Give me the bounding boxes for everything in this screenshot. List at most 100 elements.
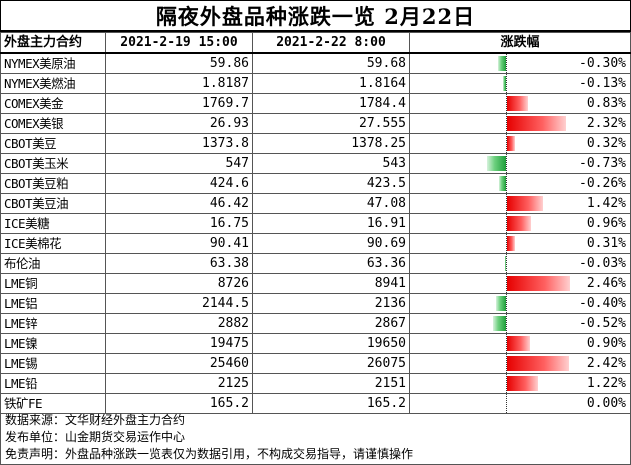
- change-bar-up: [507, 356, 569, 371]
- row-name: LME铅: [0, 373, 106, 394]
- quote-table-body: 外盘主力合约 2021-2-19 15:00 2021-2-22 8:00 涨跌…: [0, 32, 631, 414]
- row-value-date1: 90.41: [105, 233, 253, 254]
- zero-axis-line: [506, 394, 507, 413]
- row-change-cell: 0.90%: [409, 333, 631, 354]
- row-change-cell: 1.42%: [409, 193, 631, 214]
- row-value-date2: 47.08: [252, 193, 410, 214]
- row-value-date2: 8941: [252, 273, 410, 294]
- row-value-date1: 547: [105, 153, 253, 174]
- row-value-date1: 165.2: [105, 393, 253, 414]
- row-name: LME镍: [0, 333, 106, 354]
- change-bar-up: [507, 376, 538, 391]
- row-change-cell: 2.46%: [409, 273, 631, 294]
- change-bar-up: [507, 216, 531, 231]
- table-row: LME铝 2144.5 2136 -0.40%: [0, 293, 631, 314]
- row-value-date2: 63.36: [252, 253, 410, 274]
- row-name: LME锌: [0, 313, 106, 334]
- row-change-cell: -0.03%: [409, 253, 631, 274]
- change-bar-up: [507, 236, 515, 251]
- row-change-cell: 0.00%: [409, 393, 631, 414]
- zero-axis-line: [506, 314, 507, 333]
- table-row: ICE美糖 16.75 16.91 0.96%: [0, 213, 631, 234]
- note-line: 发布单位：山金期货交易运作中心: [5, 430, 186, 444]
- note-line: 免责声明：外盘品种涨跌一览表仅为数据引用，不构成交易指导，请谨慎操作: [5, 447, 414, 461]
- row-change-cell: 0.83%: [409, 93, 631, 114]
- row-change-text: 0.00%: [586, 396, 626, 411]
- row-value-date2: 2151: [252, 373, 410, 394]
- zero-axis-line: [506, 254, 507, 273]
- row-value-date1: 26.93: [105, 113, 253, 134]
- row-change-cell: -0.73%: [409, 153, 631, 174]
- row-value-date2: 1.8164: [252, 73, 410, 94]
- table-row: CBOT美豆油 46.42 47.08 1.42%: [0, 193, 631, 214]
- row-value-date2: 26075: [252, 353, 410, 374]
- change-bar-up: [507, 136, 515, 151]
- zero-axis-line: [506, 214, 507, 233]
- notes-panel: 数据来源：文华财经外盘主力合约 发布单位：山金期货交易运作中心 免责声明：外盘品种涨…: [0, 410, 631, 465]
- row-value-date1: 2144.5: [105, 293, 253, 314]
- row-value-date2: 2136: [252, 293, 410, 314]
- row-change-text: 0.83%: [586, 96, 626, 111]
- row-change-text: -0.03%: [579, 256, 626, 271]
- zero-axis-line: [506, 294, 507, 313]
- change-bar-up: [507, 336, 530, 351]
- row-value-date1: 19475: [105, 333, 253, 354]
- row-change-text: 1.22%: [586, 376, 626, 391]
- sheet-title: 隔夜外盘品种涨跌一览 2月22日: [0, 0, 631, 32]
- row-name: LME铜: [0, 273, 106, 294]
- row-value-date1: 1769.7: [105, 93, 253, 114]
- row-value-date2: 19650: [252, 333, 410, 354]
- row-name: LME铝: [0, 293, 106, 314]
- change-bar-down: [496, 296, 506, 311]
- row-change-text: -0.40%: [579, 296, 626, 311]
- row-name: NYMEX美燃油: [0, 73, 106, 94]
- table-row: ICE美棉花 90.41 90.69 0.31%: [0, 233, 631, 254]
- row-value-date1: 2125: [105, 373, 253, 394]
- table-row: LME铅 2125 2151 1.22%: [0, 373, 631, 394]
- row-change-text: -0.13%: [579, 76, 626, 91]
- change-bar-down: [493, 316, 506, 331]
- row-change-text: 1.42%: [586, 196, 626, 211]
- zero-axis-line: [506, 174, 507, 193]
- header-row: 外盘主力合约 2021-2-19 15:00 2021-2-22 8:00 涨跌…: [0, 32, 631, 54]
- row-change-text: 0.31%: [586, 236, 626, 251]
- zero-axis-line: [506, 114, 507, 133]
- row-change-cell: -0.26%: [409, 173, 631, 194]
- row-change-text: -0.73%: [579, 156, 626, 171]
- row-value-date1: 25460: [105, 353, 253, 374]
- header-change: 涨跌幅: [409, 32, 631, 54]
- row-value-date1: 1.8187: [105, 73, 253, 94]
- row-value-date1: 16.75: [105, 213, 253, 234]
- row-change-cell: -0.30%: [409, 52, 631, 74]
- table-row: LME锌 2882 2867 -0.52%: [0, 313, 631, 334]
- zero-axis-line: [506, 74, 507, 93]
- change-bar-down: [499, 176, 506, 191]
- row-value-date1: 424.6: [105, 173, 253, 194]
- row-change-text: 0.90%: [586, 336, 626, 351]
- header-date2: 2021-2-22 8:00: [252, 32, 410, 54]
- row-change-text: 2.32%: [586, 116, 626, 131]
- row-name: CBOT美豆油: [0, 193, 106, 214]
- row-change-cell: 1.22%: [409, 373, 631, 394]
- change-bar-up: [507, 96, 528, 111]
- row-name: 布伦油: [0, 253, 106, 274]
- row-value-date2: 1784.4: [252, 93, 410, 114]
- row-name: CBOT美豆粕: [0, 173, 106, 194]
- row-change-text: -0.26%: [579, 176, 626, 191]
- zero-axis-line: [506, 374, 507, 393]
- change-bar-down: [498, 56, 506, 71]
- zero-axis-line: [506, 54, 507, 73]
- change-bar-up: [507, 276, 570, 291]
- row-change-cell: 0.31%: [409, 233, 631, 254]
- row-value-date2: 27.555: [252, 113, 410, 134]
- row-name: CBOT美豆: [0, 133, 106, 154]
- change-bar-up: [507, 116, 566, 131]
- row-name: 铁矿FE: [0, 393, 106, 414]
- row-value-date2: 2867: [252, 313, 410, 334]
- table-row: CBOT美豆粕 424.6 423.5 -0.26%: [0, 173, 631, 194]
- row-change-cell: -0.52%: [409, 313, 631, 334]
- row-change-text: 0.96%: [586, 216, 626, 231]
- change-bar-down: [505, 256, 506, 271]
- row-value-date2: 423.5: [252, 173, 410, 194]
